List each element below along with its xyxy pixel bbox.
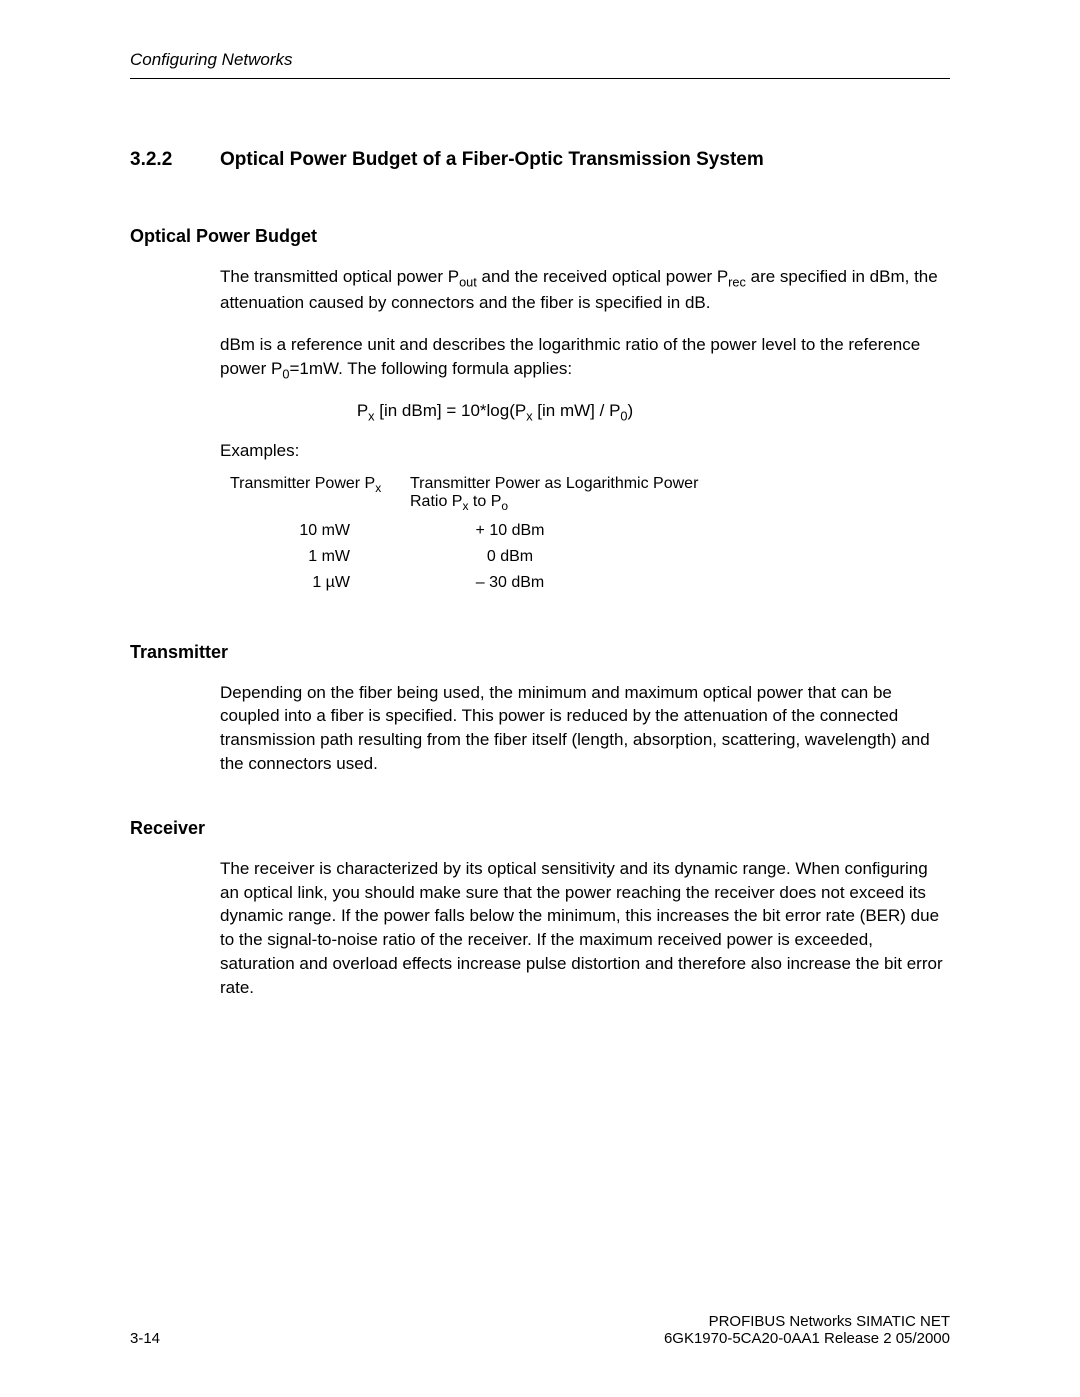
table-cell: + 10 dBm [410,522,700,540]
text-fragment: P [357,401,368,420]
document-page: Configuring Networks 3.2.2 Optical Power… [0,0,1080,1397]
examples-label: Examples: [220,441,950,461]
table-row: 1 mW 0 dBm [230,548,950,566]
table-row: 10 mW + 10 dBm [230,522,950,540]
optical-power-budget-section: Optical Power Budget The transmitted opt… [130,226,950,592]
subscript: rec [728,274,746,289]
section-number: 3.2.2 [130,149,220,171]
subsection-heading: Transmitter [130,642,950,663]
table-cell: – 30 dBm [410,574,700,592]
body-paragraph: The receiver is characterized by its opt… [220,857,950,1000]
table-header-cell: Transmitter Power as Logarithmic Power R… [410,475,700,513]
table-cell: 1 µW [230,574,410,592]
table-header-row: Transmitter Power Px Transmitter Power a… [230,475,950,513]
subscript: o [501,500,508,514]
table-header-cell: Transmitter Power Px [230,475,410,513]
subscript: 0 [620,408,627,423]
section-heading: 3.2.2 Optical Power Budget of a Fiber-Op… [130,149,950,171]
text-fragment: Transmitter Power P [230,475,375,492]
body-paragraph: dBm is a reference unit and describes th… [220,333,950,383]
table-cell: 1 mW [230,548,410,566]
subscript: out [459,274,477,289]
table-row: 1 µW – 30 dBm [230,574,950,592]
text-fragment: [in dBm] = 10*log(P [375,401,527,420]
footer-line: 6GK1970-5CA20-0AA1 Release 2 05/2000 [664,1330,950,1347]
page-number: 3-14 [130,1330,160,1347]
formula: Px [in dBm] = 10*log(Px [in mW] / P0) [220,401,950,423]
examples-table: Transmitter Power Px Transmitter Power a… [230,475,950,591]
footer-line: PROFIBUS Networks SIMATIC NET [664,1313,950,1330]
page-footer: 3-14 PROFIBUS Networks SIMATIC NET 6GK19… [130,1313,950,1347]
table-cell: 10 mW [230,522,410,540]
text-fragment: to P [468,493,501,510]
table-cell: 0 dBm [410,548,700,566]
text-fragment: and the received optical power P [477,267,728,286]
subscript: x [375,482,381,496]
text-fragment: ) [628,401,634,420]
subsection-heading: Receiver [130,818,950,839]
subsection-heading: Optical Power Budget [130,226,950,247]
running-title: Configuring Networks [130,50,293,69]
text-fragment: Transmitter Power as Logarithmic Power R… [410,475,698,510]
text-fragment: [in mW] / P [533,401,621,420]
running-header: Configuring Networks [130,50,950,79]
transmitter-section: Transmitter Depending on the fiber being… [130,642,950,776]
body-paragraph: Depending on the fiber being used, the m… [220,681,950,776]
receiver-section: Receiver The receiver is characterized b… [130,818,950,1000]
text-fragment: The transmitted optical power P [220,267,459,286]
section-title: Optical Power Budget of a Fiber-Optic Tr… [220,149,764,171]
body-paragraph: The transmitted optical power Pout and t… [220,265,950,315]
footer-right: PROFIBUS Networks SIMATIC NET 6GK1970-5C… [664,1313,950,1347]
text-fragment: =1mW. The following formula applies: [289,359,572,378]
